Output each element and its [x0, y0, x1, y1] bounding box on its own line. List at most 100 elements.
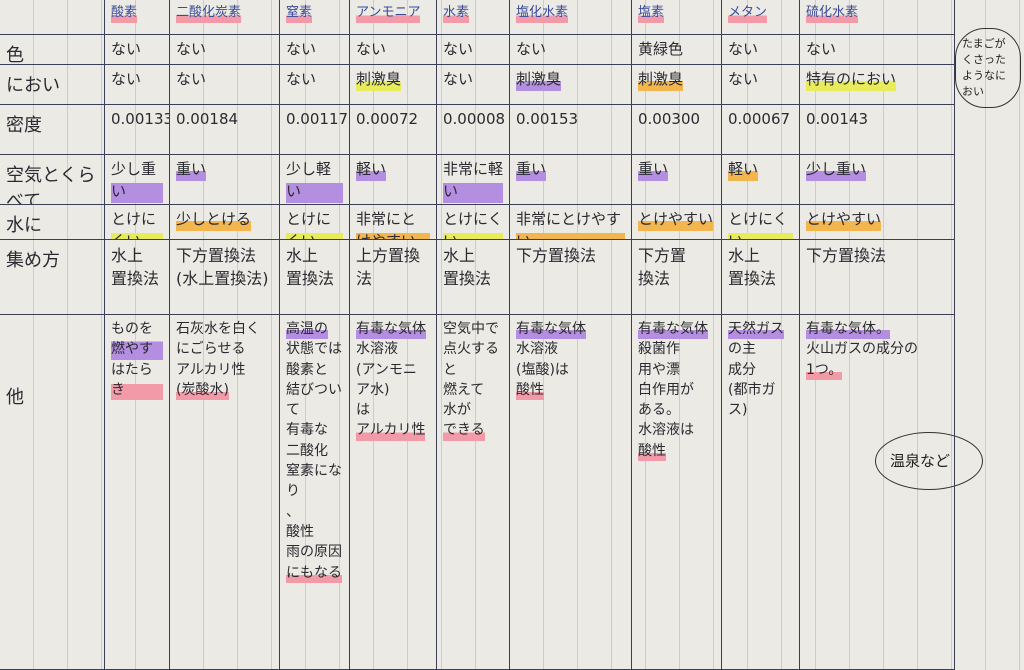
- text: 有毒な気体: [638, 319, 708, 340]
- text: 黄緑色: [638, 40, 684, 58]
- table-cell: 石灰水を白く にごらせる アルカリ性 (炭酸水): [170, 315, 280, 670]
- text: 重い: [516, 159, 547, 181]
- text: 少し重い: [806, 159, 867, 181]
- text: ない: [728, 40, 759, 58]
- table-cell: 空気中で 点火すると 燃えて 水が できる: [437, 315, 510, 670]
- text: 水が: [443, 402, 471, 419]
- table-cell: 少し軽い: [280, 155, 350, 205]
- text: におい: [6, 75, 60, 96]
- text: 天然ガス: [728, 319, 784, 340]
- text: 用や漂: [638, 361, 680, 378]
- row-label: におい: [0, 65, 105, 105]
- text: 殺菌作: [638, 341, 680, 358]
- table-cell: とけにくい: [105, 205, 170, 240]
- text: 結びついて: [286, 381, 342, 419]
- table-cell: ものを燃やす はたらき: [105, 315, 170, 670]
- text: ない: [286, 40, 317, 58]
- text: 0.00300: [638, 110, 701, 128]
- text: ある。: [638, 402, 680, 419]
- text: 密度: [6, 115, 42, 136]
- table-cell: ない: [800, 35, 955, 65]
- table-cell: 少し重い: [105, 155, 170, 205]
- text: 軽い: [356, 159, 387, 181]
- table-cell: 重い: [510, 155, 632, 205]
- text: 刺激臭: [638, 69, 684, 91]
- text: 下方置換法: [176, 246, 257, 265]
- row-label: 他: [0, 315, 105, 670]
- table-cell: ない: [105, 35, 170, 65]
- table-cell: 有毒な気体 殺菌作 用や漂 白作用が ある。 水溶液は 酸性: [632, 315, 722, 670]
- table-cell: 有毒な気体 水溶液 (塩酸)は 酸性: [510, 315, 632, 670]
- corner: [0, 0, 105, 35]
- text: 置換法: [111, 269, 160, 289]
- table-cell: 少し重い: [800, 155, 955, 205]
- text: 酸素と: [286, 361, 328, 378]
- text: ない: [443, 40, 474, 58]
- table-cell: 水上 置換法: [722, 240, 800, 315]
- text: 有毒な気体: [516, 319, 586, 340]
- text: (アンモニア水): [356, 361, 417, 398]
- table-cell: ない: [437, 65, 510, 105]
- text: 水溶液は: [638, 422, 694, 439]
- table-cell: 刺激臭: [510, 65, 632, 105]
- text: 酸性: [638, 440, 666, 462]
- text: 点火すると: [443, 341, 499, 378]
- text: 水上: [443, 246, 476, 265]
- table-cell: 刺激臭: [350, 65, 437, 105]
- text: 燃えて: [443, 381, 485, 398]
- text: ない: [443, 70, 474, 88]
- text: 火山ガスの成分の: [806, 341, 918, 358]
- table-cell: 有毒な気体 水溶液 (アンモニア水) はアルカリ性: [350, 315, 437, 670]
- text: 空気とくらべて: [6, 165, 96, 205]
- table-cell: とけやすい: [800, 205, 955, 240]
- text: ない: [806, 40, 837, 58]
- text: メタン: [728, 4, 768, 23]
- text: 酸素: [111, 4, 138, 23]
- text: 1つ。: [806, 359, 843, 380]
- text: 水溶液: [356, 341, 398, 358]
- text: 重い: [638, 159, 669, 181]
- text: ない: [111, 40, 142, 58]
- table-cell: 下方置換法: [800, 240, 955, 315]
- table-cell: 刺激臭: [632, 65, 722, 105]
- row-label: 集め方: [0, 240, 105, 315]
- text: 他: [6, 387, 24, 408]
- table-cell: 黄緑色: [632, 35, 722, 65]
- text: 0.00117: [286, 110, 349, 128]
- text: にごらせる: [176, 341, 246, 358]
- table-cell: 有毒な気体。 火山ガスの成分の 1つ。: [800, 315, 955, 670]
- text: 特有のにおい: [806, 69, 897, 91]
- table-cell: ない: [280, 35, 350, 65]
- table-cell: 軽い: [350, 155, 437, 205]
- column-header: 塩素: [632, 0, 722, 35]
- smell-note: たまごがくさったようなにおい: [955, 28, 1021, 108]
- column-header: メタン: [722, 0, 800, 35]
- text: とけにくい: [111, 209, 163, 239]
- text: 上方置換: [356, 246, 421, 265]
- text: ない: [176, 70, 207, 88]
- text: 成分: [728, 361, 756, 378]
- text: 硫化水素: [806, 4, 859, 23]
- text: 下方置換法: [516, 246, 597, 265]
- table-cell: 0.00133: [105, 105, 170, 155]
- text: 法: [356, 269, 373, 289]
- text: 重い: [176, 159, 207, 181]
- text: 換法: [638, 269, 671, 289]
- table-cell: とけやすい: [632, 205, 722, 240]
- text: 窒素: [286, 4, 313, 23]
- table-cell: 0.00153: [510, 105, 632, 155]
- table-cell: 0.00072: [350, 105, 437, 155]
- column-header: 二酸化炭素: [170, 0, 280, 35]
- table-cell: 0.00300: [632, 105, 722, 155]
- text: 水素: [443, 4, 470, 23]
- text: 非常にとけやすい: [356, 209, 430, 239]
- table-cell: 0.00067: [722, 105, 800, 155]
- text: 少し重い: [111, 159, 163, 203]
- text: 非常にとけやすい: [516, 209, 625, 239]
- text: 少しとける: [176, 209, 252, 231]
- text: ない: [286, 70, 317, 88]
- text: できる: [443, 420, 485, 441]
- table-cell: ない: [350, 35, 437, 65]
- table-cell: 下方置換法: [632, 240, 722, 315]
- table-cell: ない: [170, 65, 280, 105]
